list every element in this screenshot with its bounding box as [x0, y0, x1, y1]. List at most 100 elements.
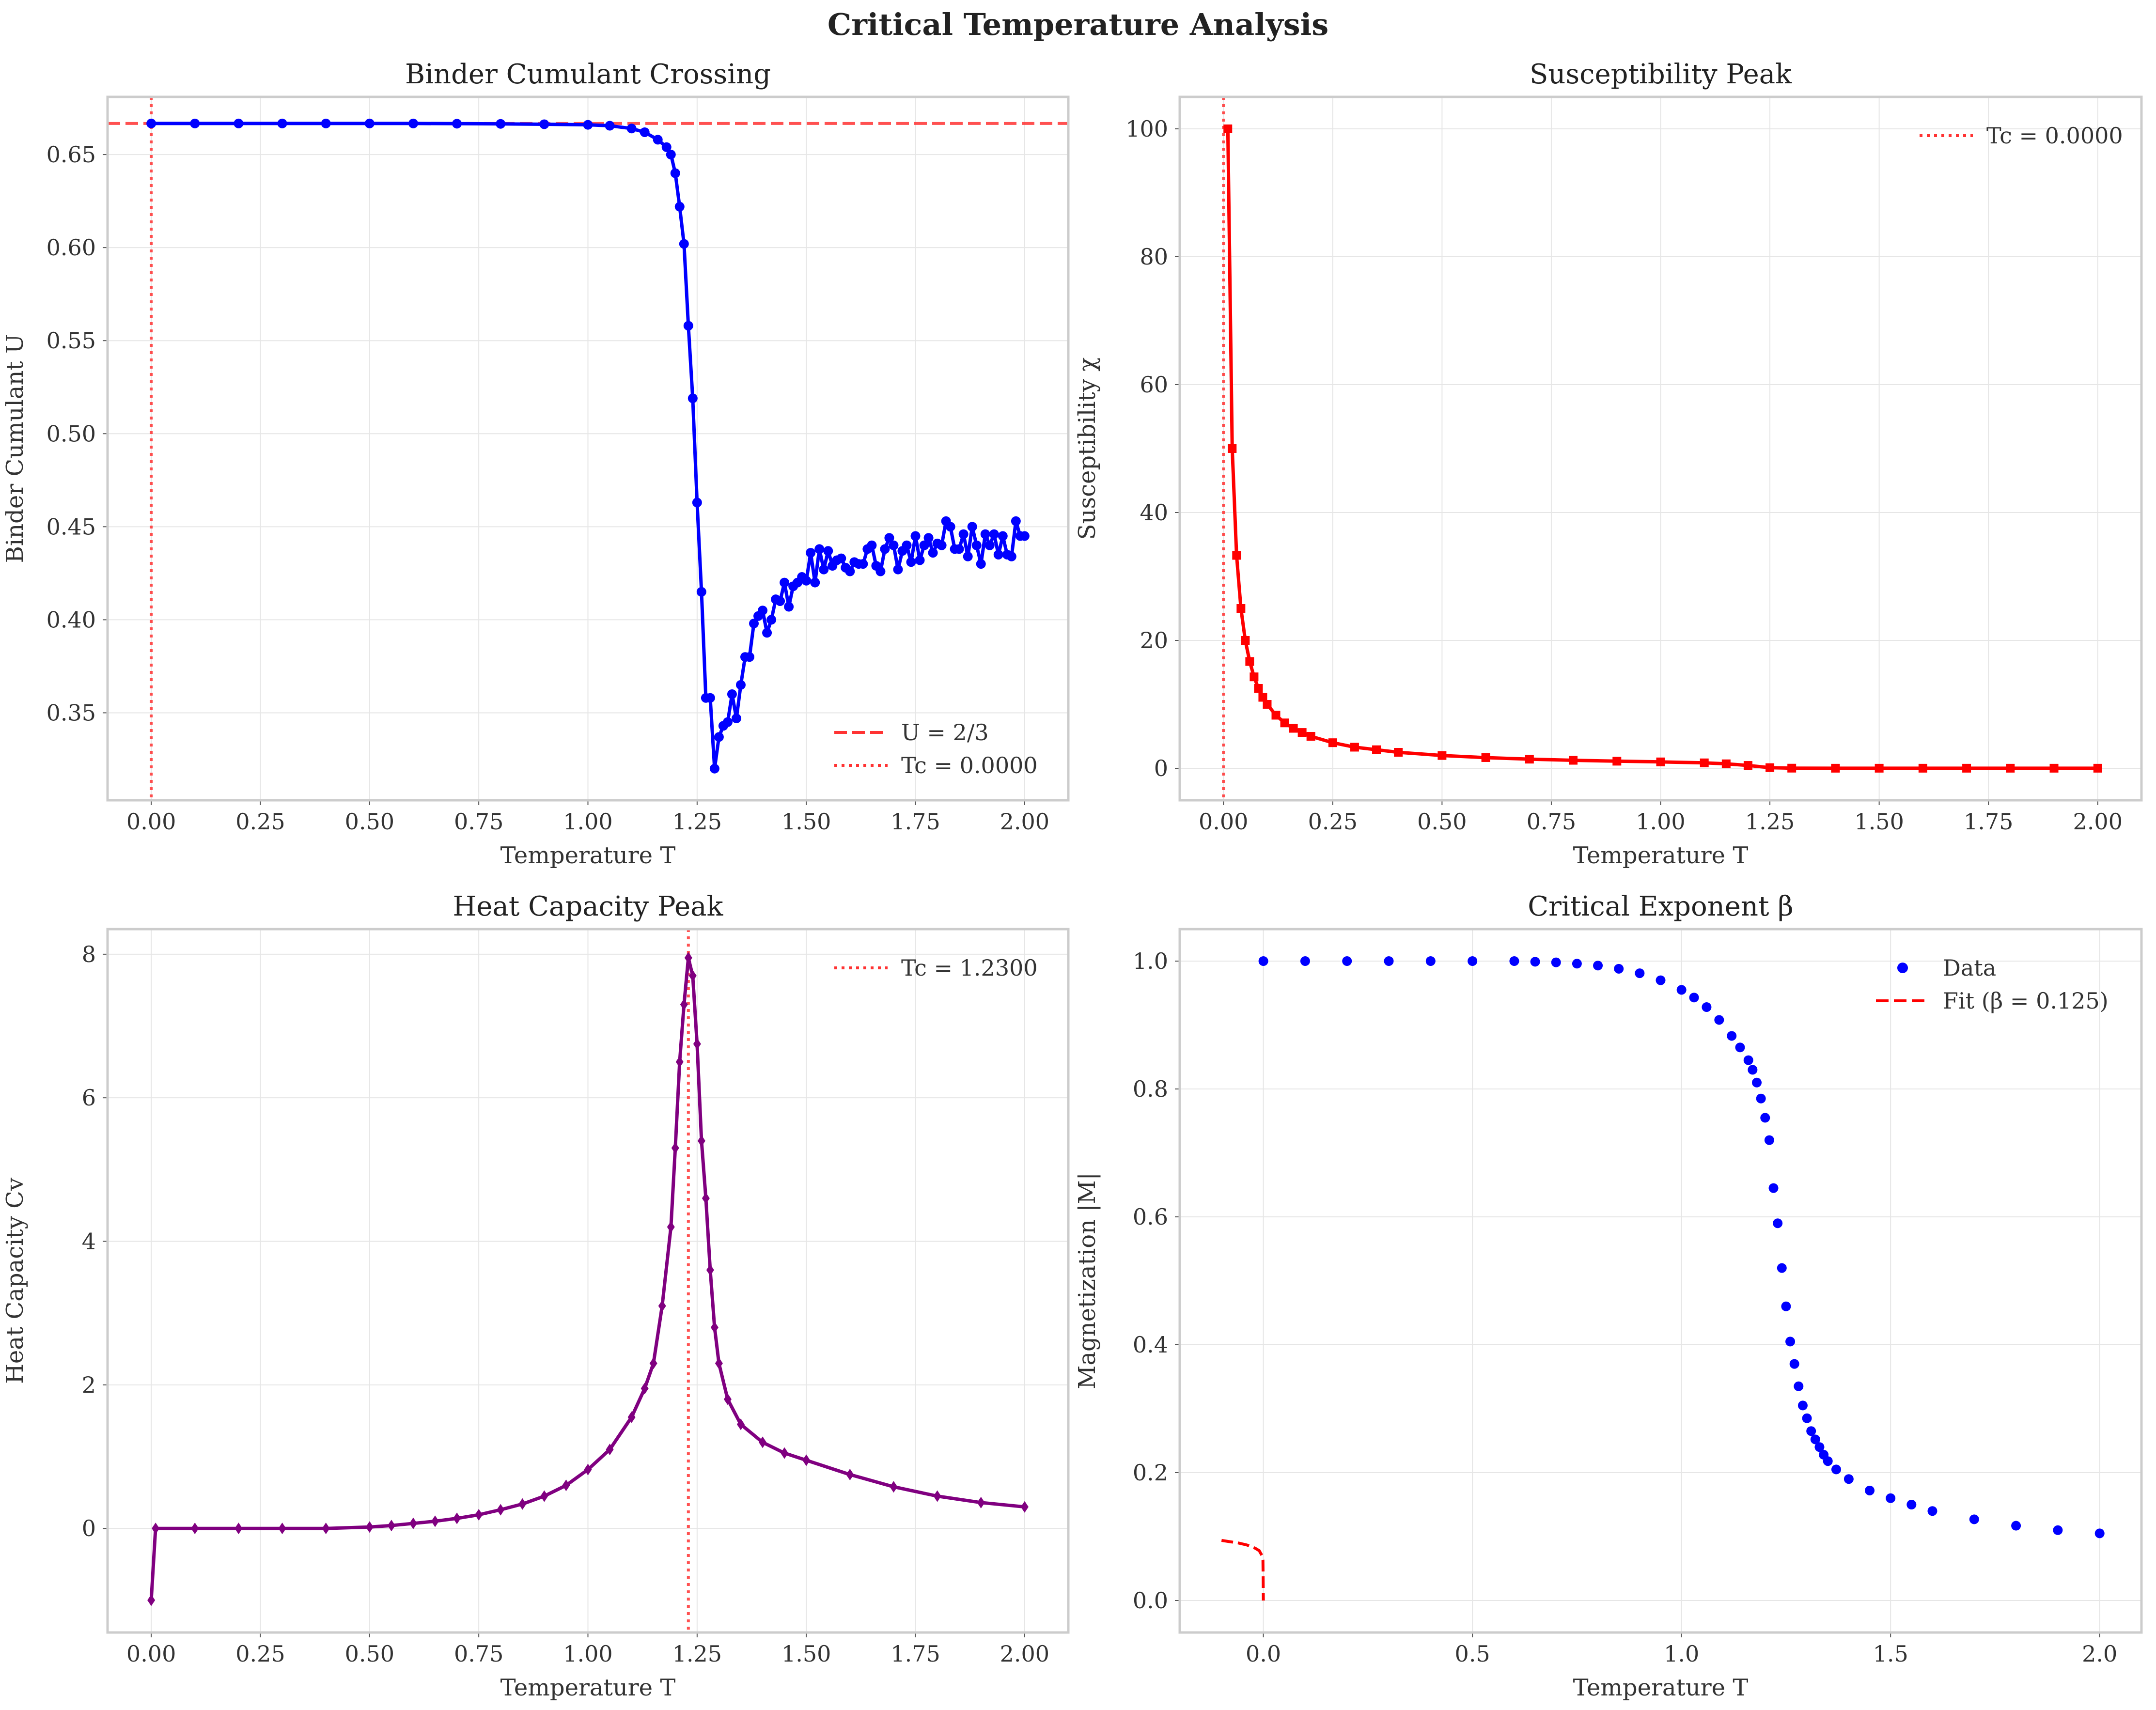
data-point: [1764, 1135, 1774, 1145]
data-point: [1785, 1337, 1796, 1347]
data-point: [884, 533, 894, 543]
data-point: [1394, 748, 1403, 757]
data-point: [875, 566, 886, 576]
data-point: [749, 619, 759, 629]
x-axis-label: Temperature T: [1573, 1674, 1749, 1701]
data-point: [731, 713, 741, 723]
data-point: [1702, 1002, 1712, 1012]
data-point: [658, 1300, 666, 1312]
y-tick-label: 1.0: [1133, 948, 1168, 974]
data-point: [1006, 551, 1016, 561]
data-point: [1756, 1093, 1766, 1104]
data-point: [780, 577, 790, 588]
data-point: [147, 1594, 156, 1606]
data-point: [781, 1447, 789, 1459]
x-tick-label: 2.00: [1000, 808, 1049, 835]
data-point: [191, 1523, 199, 1535]
data-point: [1551, 957, 1561, 967]
data-point: [518, 1498, 527, 1510]
x-axis-label: Temperature T: [1573, 842, 1749, 869]
data-point: [539, 119, 549, 129]
data-point: [709, 763, 719, 774]
data-point: [1831, 1464, 1841, 1475]
data-point: [1525, 755, 1534, 764]
data-point: [705, 693, 715, 703]
data-point: [2094, 1528, 2105, 1539]
data-point: [1748, 1065, 1758, 1075]
data-point: [234, 1523, 243, 1535]
y-tick-label: 0.60: [47, 234, 96, 261]
x-tick-label: 1.00: [563, 808, 612, 835]
axes-frame: [106, 95, 1070, 802]
data-point: [845, 566, 855, 576]
data-point: [687, 393, 698, 404]
data-point: [234, 118, 244, 128]
figure-title: Critical Temperature Analysis: [828, 7, 1328, 42]
data-point: [1865, 1485, 1875, 1495]
data-point: [1297, 728, 1307, 737]
data-point: [1676, 985, 1687, 995]
data-point: [971, 540, 982, 550]
data-point: [954, 544, 964, 554]
data-point: [277, 118, 287, 128]
y-tick-label: 8: [82, 941, 96, 967]
data-point: [762, 628, 772, 638]
data-point: [674, 202, 685, 212]
y-tick-label: 0.8: [1133, 1076, 1168, 1102]
data-point: [1228, 444, 1237, 453]
data-point: [915, 555, 925, 565]
data-point: [683, 321, 693, 331]
chart-title: Critical Exponent β: [1528, 891, 1793, 922]
x-tick-label: 2.00: [1000, 1641, 1049, 1667]
data-point: [910, 531, 921, 541]
data-point: [1300, 956, 1310, 966]
chart-title: Heat Capacity Peak: [453, 891, 724, 922]
data-point: [649, 1357, 657, 1369]
y-tick-label: 80: [1140, 244, 1168, 270]
y-tick-label: 0.45: [47, 513, 96, 540]
data-point: [364, 118, 375, 128]
grid: [108, 97, 1068, 800]
x-axis-label: Temperature T: [500, 1674, 676, 1701]
data-point: [1927, 1506, 1937, 1516]
data-point: [1743, 761, 1752, 770]
data-point: [1700, 758, 1709, 767]
x-tick-label: 0.75: [1527, 808, 1576, 835]
y-tick-label: 60: [1140, 372, 1168, 398]
data-point: [1721, 759, 1731, 768]
legend: Tc = 1.2300: [834, 955, 1038, 981]
data-point: [889, 540, 899, 550]
data-point: [1806, 1426, 1816, 1436]
data-point: [814, 544, 825, 554]
data-point: [640, 127, 650, 137]
data-point: [1794, 1381, 1804, 1391]
x-tick-label: 2.0: [2082, 1641, 2117, 1667]
data-point: [2011, 1521, 2021, 1531]
data-point: [1760, 1113, 1770, 1123]
data-point: [1635, 968, 1645, 979]
data-point: [583, 120, 593, 130]
legend-label: Tc = 0.0000: [1986, 123, 2123, 149]
chart-panel-3: 0.00 0.25 0.50 0.75 1.00 1.25 1.50 1.75 2.00 0 2 4 6…: [1, 891, 1070, 1701]
data-point: [1962, 763, 1971, 773]
legend-marker: [1897, 963, 1908, 973]
data-point: [1614, 964, 1624, 974]
data-point: [684, 952, 692, 964]
data-point: [1777, 1263, 1787, 1273]
data-point: [1342, 956, 1352, 966]
data-point: [1350, 743, 1359, 752]
data-point: [906, 557, 916, 567]
chart-panel-4: 0.0 0.5 1.0 1.5 2.0 0.0 0.2 0.4 0.6 0.8 1.0 Data Fit…: [1074, 891, 2143, 1701]
x-tick-label: 1.25: [672, 808, 722, 835]
x-tick-label: 1.25: [1745, 808, 1795, 835]
legend-label: Data: [1943, 955, 1996, 981]
fit-line: [1221, 1539, 1265, 1601]
axes-frame: [1178, 95, 2143, 802]
series-1: [147, 952, 1029, 1606]
data-point: [1844, 1474, 1854, 1484]
data-point: [693, 1038, 701, 1050]
data-point: [671, 1142, 679, 1154]
data-point: [1789, 1359, 1799, 1369]
x-tick-label: 0.00: [126, 1641, 176, 1667]
y-tick-label: 0.4: [1133, 1332, 1168, 1358]
